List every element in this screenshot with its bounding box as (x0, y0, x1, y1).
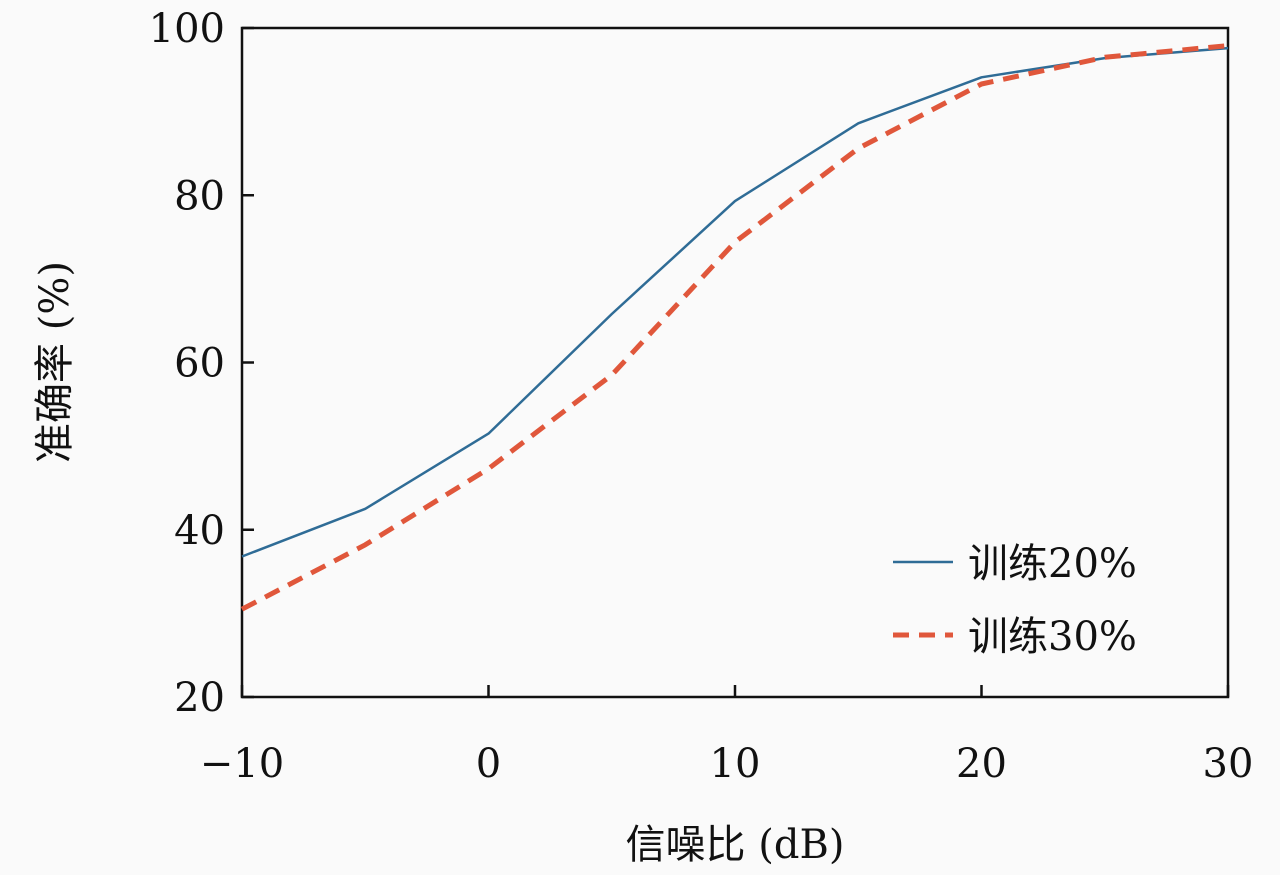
series-line-2 (240, 43, 1229, 612)
x-tick-label: −10 (200, 741, 284, 787)
y-tick-label: 100 (149, 6, 225, 52)
y-tick-label: 20 (174, 675, 225, 721)
y-tick-label: 40 (174, 508, 225, 554)
axis-ticks: −10 0 10 20 30 20 40 60 80 100 (149, 6, 1254, 787)
legend: 训练20% 训练30% (893, 541, 1137, 660)
x-tick-label: 20 (956, 741, 1007, 787)
y-axis-title: 准确率 (%) (32, 261, 78, 463)
x-tick-label: 0 (476, 741, 501, 787)
x-axis-title: 信噪比 (dB) (626, 822, 845, 868)
x-tick-label: 10 (710, 741, 761, 787)
plot-area (240, 26, 1230, 699)
series-layer (240, 43, 1229, 612)
y-tick-label: 60 (174, 341, 225, 387)
x-tick-label: 30 (1203, 741, 1254, 787)
legend-label-series-1: 训练20% (968, 541, 1137, 587)
y-tick-label: 80 (174, 173, 225, 219)
legend-label-series-2: 训练30% (968, 614, 1137, 660)
